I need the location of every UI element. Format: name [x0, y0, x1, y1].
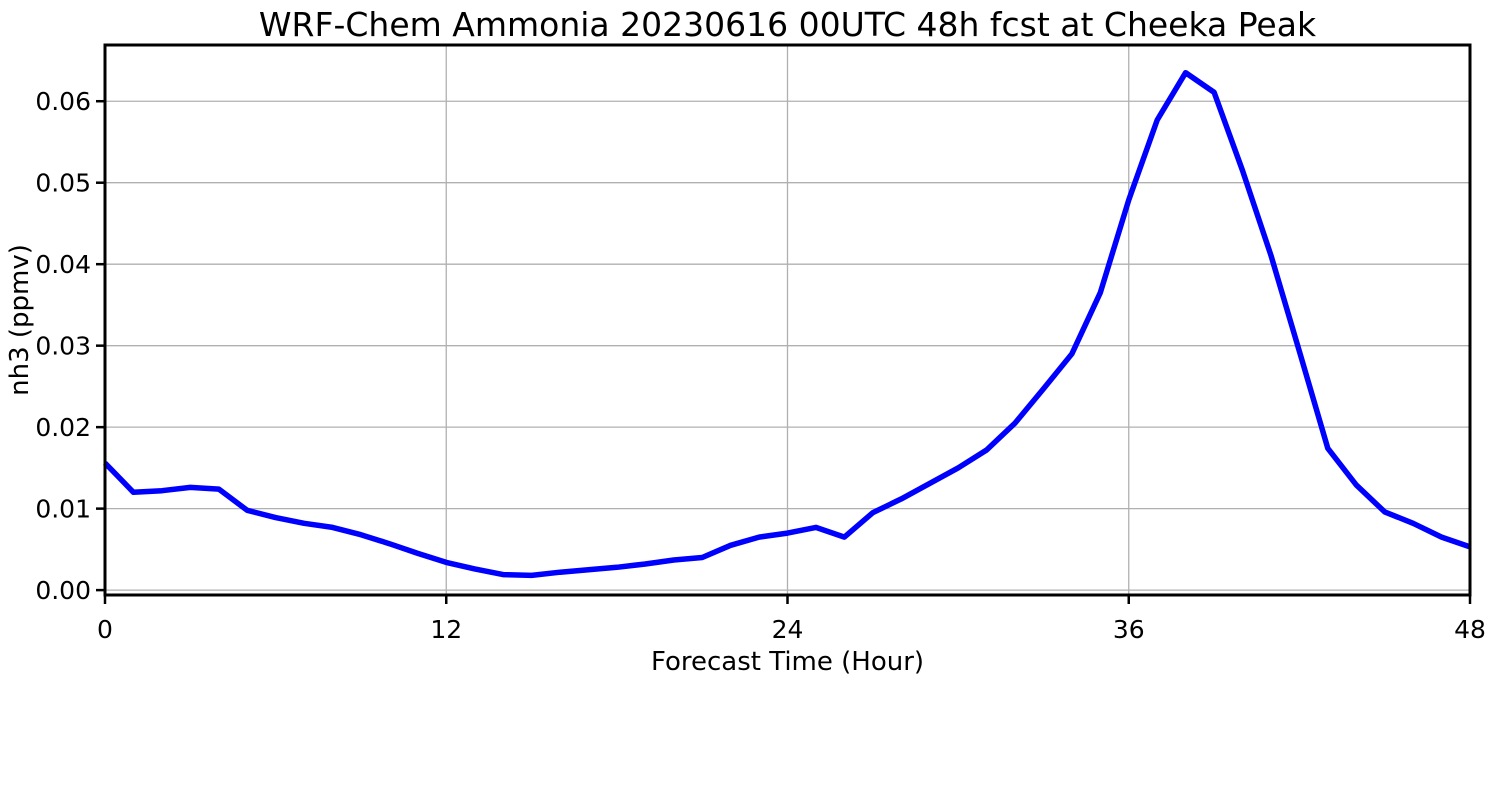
gridlines-group: [104, 45, 1471, 595]
x-tick-label: 24: [772, 615, 804, 644]
y-tick-label: 0.01: [35, 495, 91, 524]
y-tick-label: 0.06: [35, 87, 91, 116]
nh3-forecast-line: [103, 69, 1471, 579]
y-tick-label: 0.04: [35, 250, 91, 279]
x-tick-label: 48: [1454, 615, 1486, 644]
y-tick-label: 0.03: [35, 332, 91, 361]
tick-labels-group: 0 12 24 36 48 0.00 0.01 0.02 0.03 0.04 0.05 0.06: [35, 87, 1486, 644]
y-axis-label: nh3 (ppmv): [5, 244, 35, 396]
x-tick-label: 36: [1113, 615, 1145, 644]
y-tick-label: 0.00: [35, 576, 91, 605]
x-tick-label: 12: [430, 615, 462, 644]
chart-title: WRF-Chem Ammonia 20230616 00UTC 48h fcst…: [259, 5, 1317, 44]
tick-marks-group: [96, 99, 1472, 604]
y-tick-label: 0.05: [35, 169, 91, 198]
y-tick-label: 0.02: [35, 413, 91, 442]
plot-border: [103, 43, 1472, 597]
x-axis-label: Forecast Time (Hour): [651, 647, 924, 677]
x-tick-label: 0: [97, 615, 113, 644]
